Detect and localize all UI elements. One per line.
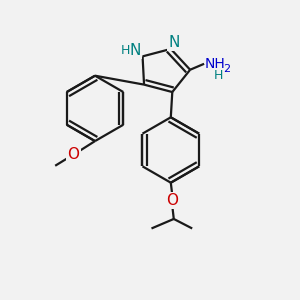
- Text: 2: 2: [223, 64, 230, 74]
- Text: NH: NH: [205, 57, 226, 71]
- Text: H: H: [121, 44, 130, 57]
- Text: N: N: [130, 43, 141, 58]
- Text: O: O: [166, 193, 178, 208]
- Text: O: O: [68, 147, 80, 162]
- Text: H: H: [214, 69, 223, 82]
- Text: N: N: [169, 35, 180, 50]
